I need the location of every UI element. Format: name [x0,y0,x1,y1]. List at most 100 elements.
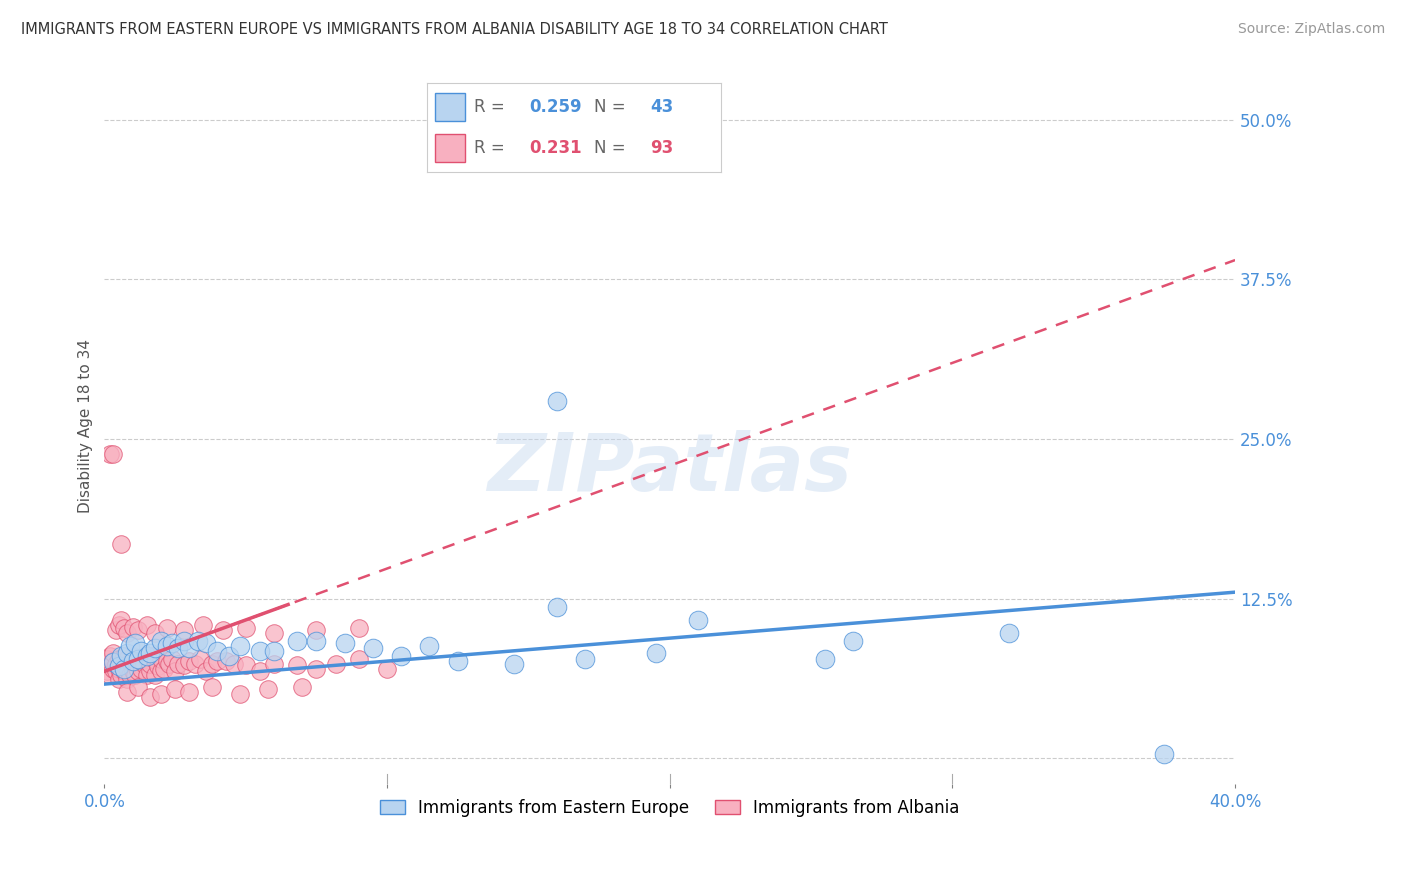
Point [101,654,124,668]
Point [193,618,215,632]
Point [157,657,180,671]
Point [263,657,285,671]
Point [187,633,209,648]
Point [127,651,149,665]
Point [155,639,177,653]
Point [129,662,152,676]
Point [115,662,138,676]
Point [305,662,328,676]
Point [249,644,271,658]
Point [135,668,157,682]
Point [215,654,238,668]
Point [263,626,285,640]
Point [121,620,143,634]
Point [998,626,1021,640]
Point [173,657,195,672]
Point [110,656,132,670]
Point [132,657,155,671]
Point [107,651,129,665]
Point [257,682,280,697]
Point [155,621,177,635]
Point [361,641,384,656]
Point [149,633,172,648]
Point [229,687,252,701]
Point [179,654,201,668]
Point [574,651,596,665]
Point [167,641,190,656]
Point [285,633,308,648]
Point [101,662,124,676]
Point [212,624,235,638]
Point [127,651,149,665]
Point [447,654,470,668]
Point [333,636,356,650]
Point [129,654,152,668]
Point [291,680,314,694]
Point [347,651,370,665]
Point [112,657,135,671]
Text: Source: ZipAtlas.com: Source: ZipAtlas.com [1237,22,1385,37]
Point [127,665,149,679]
Point [127,680,149,694]
Point [98,657,121,671]
Point [842,633,865,648]
Point [141,648,163,663]
Point [149,665,172,679]
Point [263,644,285,658]
Point [112,662,135,676]
Point [152,662,174,676]
Point [305,624,328,638]
Point [104,665,127,679]
Point [112,665,135,679]
Point [1153,747,1175,762]
Point [503,657,526,671]
Point [644,647,666,661]
Point [546,393,568,408]
Point [129,644,152,658]
Point [121,654,143,668]
Point [107,618,129,632]
Point [201,680,224,694]
Y-axis label: Disability Age 18 to 34: Disability Age 18 to 34 [79,339,93,513]
Point [235,657,257,672]
Point [173,633,195,648]
Point [179,641,201,656]
Text: IMMIGRANTS FROM EASTERN EUROPE VS IMMIGRANTS FROM ALBANIA DISABILITY AGE 18 TO 3: IMMIGRANTS FROM EASTERN EUROPE VS IMMIGR… [21,22,889,37]
Point [127,624,149,638]
Point [201,657,224,671]
Point [184,657,207,671]
Point [112,621,135,635]
Point [143,653,166,667]
Point [167,657,190,671]
Point [179,685,201,699]
Point [107,662,129,676]
Point [98,648,121,663]
Point [138,665,160,679]
Point [195,665,218,679]
Point [218,648,240,663]
Point [190,651,212,665]
Point [143,626,166,640]
Point [143,641,166,656]
Point [347,621,370,635]
Point [305,633,328,648]
Point [160,651,183,665]
Point [686,613,709,627]
Legend: Immigrants from Eastern Europe, Immigrants from Albania: Immigrants from Eastern Europe, Immigran… [371,791,967,825]
Point [375,662,398,676]
Point [110,536,132,550]
Point [115,672,138,686]
Point [146,659,169,673]
Point [160,636,183,650]
Point [325,657,347,671]
Point [138,690,160,704]
Point [207,654,229,668]
Point [118,639,141,653]
Point [135,648,157,663]
Point [115,685,138,699]
Text: ZIPatlas: ZIPatlas [488,430,852,508]
Point [98,668,121,682]
Point [149,687,172,701]
Point [101,447,124,461]
Point [235,621,257,635]
